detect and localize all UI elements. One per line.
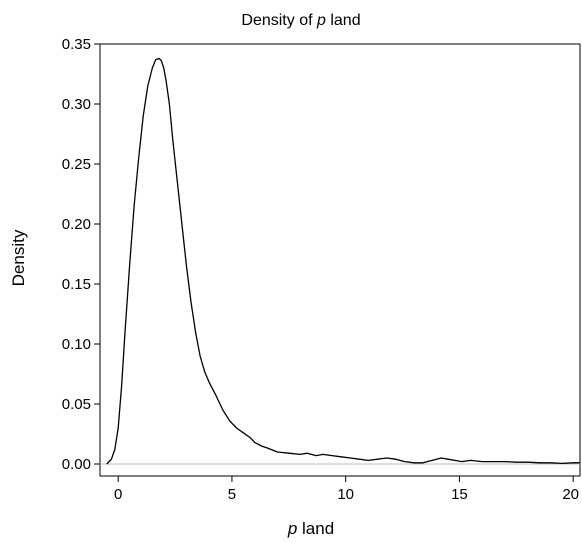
x-axis-title: p land (287, 519, 334, 538)
y-tick-label: 0.20 (62, 216, 91, 233)
y-tick-label: 0.10 (62, 336, 91, 353)
y-tick-label: 0.15 (62, 276, 91, 293)
x-tick-label: 10 (337, 486, 354, 503)
y-tick-label: 0.35 (62, 36, 91, 53)
y-tick-label: 0.05 (62, 396, 91, 413)
y-tick-label: 0.00 (62, 456, 91, 473)
chart-title-prefix: Density of (241, 12, 317, 29)
x-axis-title-var: p (287, 519, 297, 538)
y-tick-label: 0.30 (62, 96, 91, 113)
x-tick-label: 5 (228, 486, 236, 503)
x-axis-title-suffix: land (297, 519, 334, 538)
x-tick-label: 20 (562, 486, 579, 503)
y-axis-title: Density (9, 229, 28, 286)
x-axis: 0 5 10 15 20 (114, 476, 579, 503)
x-tick-label: 15 (451, 486, 468, 503)
series-layer (106, 57, 580, 465)
plot-frame (99, 43, 581, 477)
chart-title-suffix: land (326, 12, 361, 29)
y-axis: 0.00 0.05 0.10 0.15 0.20 0.25 0.30 0.35 (62, 36, 100, 473)
density-curve (106, 57, 580, 465)
chart-title-var: p (316, 12, 326, 29)
chart-title: Density of p land (241, 12, 360, 29)
plot-border (99, 43, 581, 477)
x-tick-label: 0 (114, 486, 122, 503)
y-tick-label: 0.25 (62, 156, 91, 173)
